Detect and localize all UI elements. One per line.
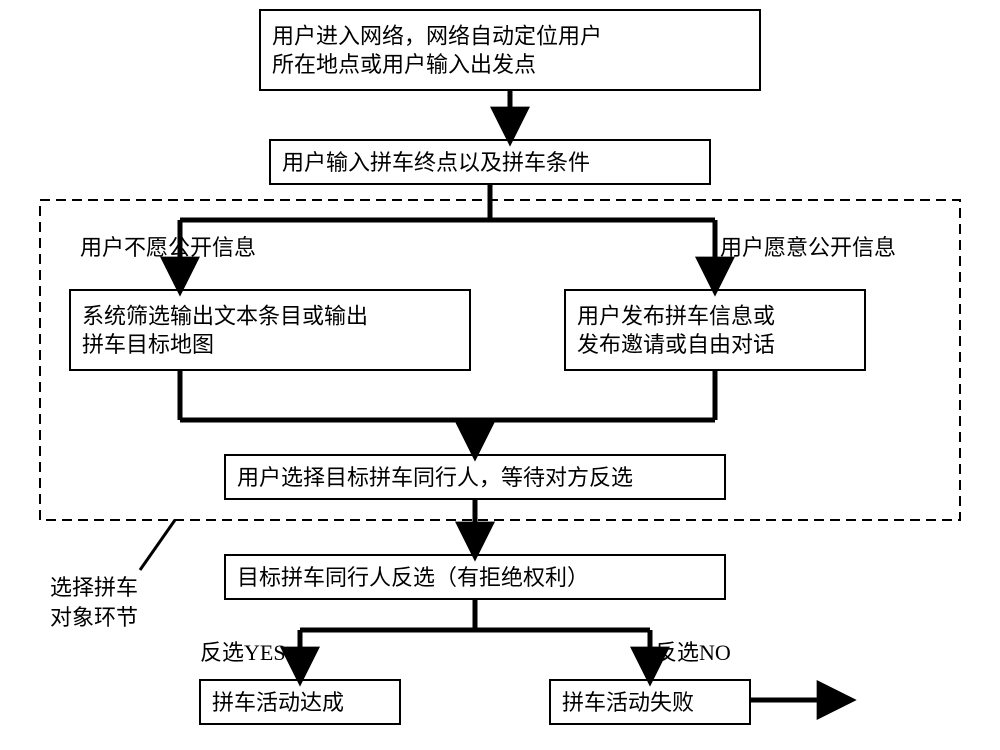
n3-line0: 系统筛选输出文本条目或输出: [82, 304, 368, 329]
n6-line0: 目标拼车同行人反选（有拒绝权利）: [237, 565, 589, 590]
label-left_branch: 用户不愿公开信息: [80, 235, 256, 260]
n2-line0: 用户输入拼车终点以及拼车条件: [282, 150, 590, 175]
label-no: 反选NO: [655, 640, 731, 665]
n4: [565, 290, 865, 370]
n3-line1: 拼车目标地图: [82, 332, 214, 357]
section-pointer: [140, 520, 175, 570]
n8-line0: 拼车活动失败: [562, 690, 694, 715]
n1-line0: 用户进入网络，网络自动定位用户: [272, 24, 602, 49]
n7-line0: 拼车活动达成: [212, 690, 344, 715]
n5-line0: 用户选择目标拼车同行人，等待对方反选: [237, 465, 633, 490]
n3: [70, 290, 470, 370]
n4-line0: 用户发布拼车信息或: [577, 304, 775, 329]
n1-line1: 所在地点或用户输入出发点: [272, 52, 536, 77]
label-section1: 选择拼车: [50, 575, 138, 600]
n4-line1: 发布邀请或自由对话: [577, 332, 775, 357]
label-section2: 对象环节: [50, 605, 138, 630]
label-right_branch: 用户愿意公开信息: [720, 235, 896, 260]
label-yes: 反选YES: [200, 640, 286, 665]
n1: [260, 10, 760, 90]
